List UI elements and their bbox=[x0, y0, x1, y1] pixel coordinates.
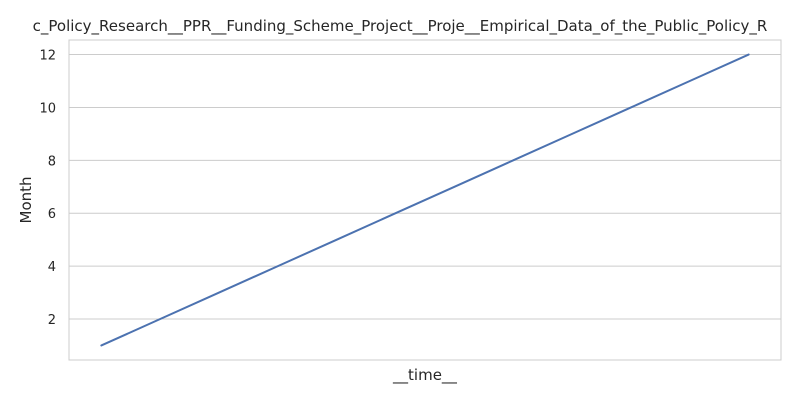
y-tick-label: 12 bbox=[39, 49, 56, 64]
y-axis-title: Month bbox=[17, 176, 35, 223]
y-tick-label: 4 bbox=[48, 260, 56, 275]
y-tick-label: 2 bbox=[48, 313, 56, 328]
y-tick-labels: 2 4 6 8 10 12 bbox=[39, 49, 56, 328]
series-line bbox=[100, 53, 750, 347]
chart-title: c_Policy_Research__PPR__Funding_Scheme_P… bbox=[33, 17, 768, 36]
series-group bbox=[100, 53, 750, 347]
x-axis-title: __time__ bbox=[392, 366, 457, 385]
grid-lines bbox=[69, 54, 781, 320]
y-tick-label: 8 bbox=[48, 154, 56, 169]
plot-frame bbox=[68, 39, 782, 361]
y-tick-label: 10 bbox=[39, 101, 56, 116]
y-tick-label: 6 bbox=[48, 207, 56, 222]
